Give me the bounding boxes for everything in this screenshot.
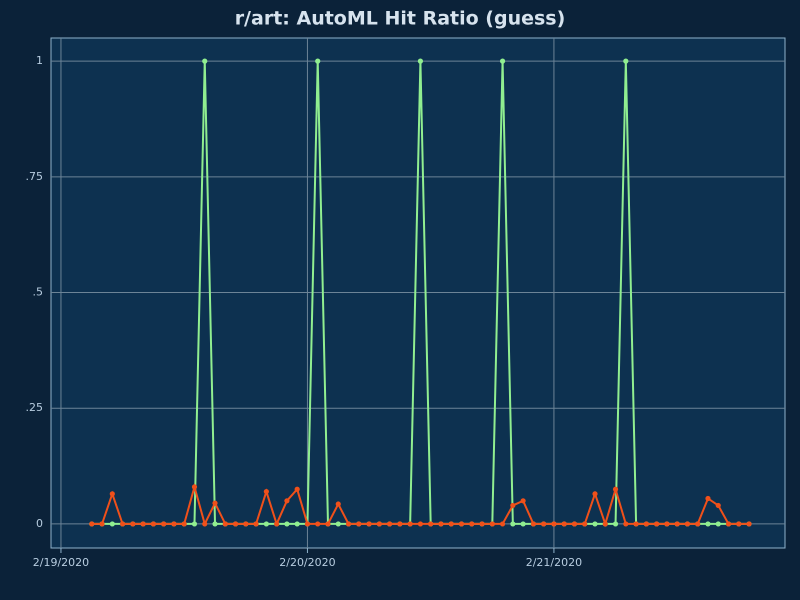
y-tick-label: .75	[26, 170, 44, 183]
data-point	[695, 521, 701, 527]
data-point	[664, 521, 670, 527]
data-point	[458, 521, 465, 527]
data-point	[284, 498, 290, 504]
data-point	[294, 486, 300, 492]
data-point	[212, 500, 218, 506]
data-point	[582, 521, 588, 527]
data-point	[99, 521, 105, 527]
data-point	[643, 521, 649, 527]
data-point	[417, 521, 424, 527]
data-point	[715, 521, 721, 527]
data-point	[736, 521, 742, 527]
data-point	[356, 521, 362, 527]
data-point	[448, 521, 454, 527]
data-point	[407, 521, 413, 527]
x-tick-label: 2/21/2020	[526, 556, 582, 569]
data-point	[366, 521, 372, 527]
data-point	[397, 521, 403, 527]
data-point	[150, 521, 156, 527]
data-point	[510, 502, 516, 509]
x-tick-label: 2/20/2020	[279, 556, 335, 569]
data-point	[684, 521, 691, 527]
data-point	[623, 58, 629, 64]
data-point	[243, 521, 249, 527]
data-point	[89, 521, 95, 527]
data-point	[489, 521, 495, 527]
data-point	[520, 521, 526, 527]
data-point	[222, 521, 228, 527]
data-point	[191, 521, 198, 527]
data-point	[510, 521, 516, 527]
data-point	[674, 521, 680, 527]
data-point	[592, 521, 598, 527]
data-point	[612, 521, 619, 527]
data-point	[191, 484, 198, 490]
data-point	[181, 521, 187, 527]
data-point	[499, 58, 506, 64]
data-point	[633, 521, 639, 527]
data-point	[263, 521, 269, 527]
data-point	[551, 521, 557, 527]
data-point	[623, 521, 629, 527]
data-point	[469, 521, 475, 527]
data-point	[130, 521, 136, 527]
data-point	[705, 495, 711, 502]
data-point	[202, 58, 208, 64]
data-point	[212, 521, 218, 527]
data-point	[325, 521, 331, 527]
data-point	[253, 521, 259, 527]
y-tick-label: 0	[36, 517, 43, 530]
data-point	[571, 521, 578, 527]
data-point	[263, 488, 269, 495]
x-tick-label: 2/19/2020	[33, 556, 89, 569]
data-point	[428, 521, 434, 527]
data-point	[438, 521, 444, 527]
data-point	[294, 521, 300, 527]
data-point	[602, 521, 608, 527]
data-point	[520, 498, 526, 504]
data-point	[376, 521, 382, 527]
data-point	[592, 491, 598, 497]
data-point	[315, 58, 321, 64]
data-point	[140, 521, 146, 527]
y-tick-label: .25	[26, 401, 44, 414]
data-point	[561, 521, 567, 527]
data-point	[499, 521, 506, 527]
y-tick-label: .5	[33, 286, 44, 299]
chart-title: r/art: AutoML Hit Ratio (guess)	[235, 8, 566, 30]
data-point	[541, 521, 547, 527]
data-point	[387, 521, 393, 527]
data-point	[119, 521, 126, 527]
data-point	[612, 486, 619, 492]
data-point	[161, 521, 167, 527]
data-point	[417, 58, 424, 64]
data-point	[725, 521, 732, 527]
data-point	[345, 521, 352, 527]
data-point	[109, 521, 115, 527]
data-point	[109, 491, 115, 497]
data-point	[715, 502, 721, 509]
data-point	[705, 521, 711, 527]
data-point	[335, 501, 341, 507]
data-point	[304, 521, 311, 527]
data-point	[530, 521, 536, 527]
data-point	[284, 521, 290, 527]
data-point	[202, 521, 208, 527]
data-point	[315, 521, 321, 527]
data-point	[171, 521, 177, 527]
y-tick-label: 1	[36, 54, 43, 67]
data-point	[335, 521, 341, 527]
data-point	[274, 521, 280, 527]
data-point	[232, 521, 239, 527]
data-point	[479, 521, 485, 527]
data-point	[746, 521, 752, 527]
data-point	[654, 521, 660, 527]
